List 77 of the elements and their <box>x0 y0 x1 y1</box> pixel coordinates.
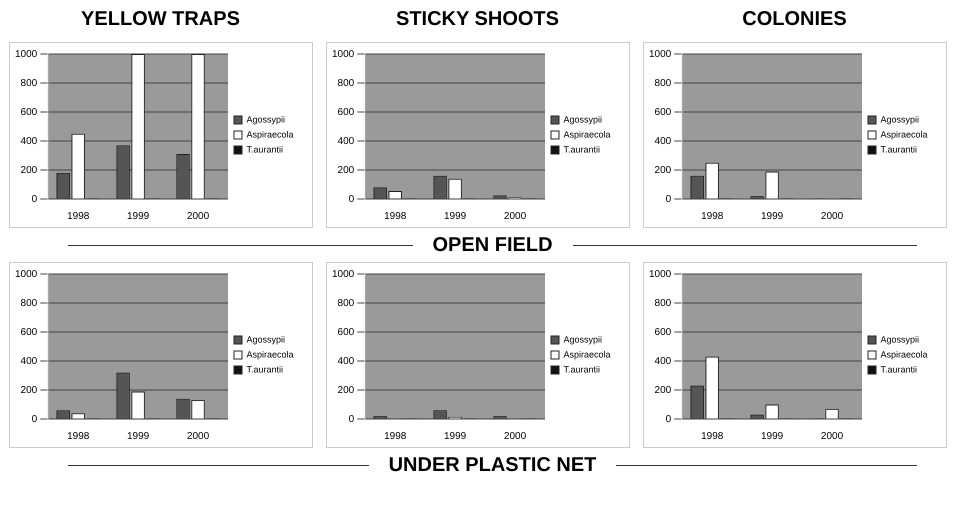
y-tick-label: 600 <box>654 326 672 338</box>
y-tick-label: 400 <box>337 136 354 147</box>
y-tick-label: 1000 <box>648 268 672 280</box>
x-tick-label: 1999 <box>760 210 784 222</box>
x-tick-label: 1998 <box>66 210 90 222</box>
legend-label: Agossypii <box>563 334 602 344</box>
chart-title: COLONIES <box>742 8 847 32</box>
legend-label: T.aurantii <box>246 144 283 154</box>
y-tick-label: 0 <box>348 194 354 205</box>
y-tick-label: 200 <box>654 164 672 176</box>
x-tick-label: 1998 <box>700 430 724 442</box>
y-tick-label: 800 <box>337 78 354 89</box>
y-tick-label: 400 <box>654 136 672 147</box>
y-tick-label: 600 <box>654 106 672 118</box>
x-tick-label: 1999 <box>444 430 466 442</box>
y-tick-label: 1000 <box>14 268 38 280</box>
legend-label: Agossypii <box>246 334 285 344</box>
legend-label: T.aurantii <box>880 364 917 374</box>
y-tick-label: 200 <box>337 164 354 176</box>
y-tick-label: 400 <box>20 136 38 147</box>
y-tick-label: 600 <box>20 106 38 118</box>
y-tick-label: 1000 <box>14 48 38 60</box>
chart-title: YELLOW TRAPS <box>81 8 240 32</box>
y-tick-label: 800 <box>654 78 672 89</box>
y-tick-label: 800 <box>20 78 38 89</box>
y-tick-label: 200 <box>337 384 354 396</box>
legend-label: Aspiraecola <box>246 349 294 360</box>
y-tick-label: 400 <box>654 356 672 367</box>
x-tick-label: 1999 <box>444 210 466 222</box>
y-tick-label: 0 <box>665 194 672 205</box>
chart-title: STICKY SHOOTS <box>396 8 559 32</box>
y-tick-label: 400 <box>337 356 354 367</box>
legend-label: Agossypii <box>880 114 919 124</box>
y-tick-label: 0 <box>31 194 38 205</box>
legend-label: T.aurantii <box>246 364 283 374</box>
x-tick-label: 1999 <box>126 210 150 222</box>
legend-label: Agossypii <box>563 114 602 124</box>
text: UNDER PLASTIC NET <box>388 454 596 476</box>
y-tick-label: 400 <box>20 356 38 367</box>
y-tick-label: 800 <box>654 298 672 309</box>
x-tick-label: 1999 <box>126 430 150 442</box>
y-tick-label: 0 <box>665 414 672 425</box>
legend-label: T.aurantii <box>880 144 917 154</box>
x-tick-label: 1999 <box>760 430 784 442</box>
y-tick-label: 600 <box>337 326 354 338</box>
y-tick-label: 200 <box>20 164 38 176</box>
x-tick-label: 2000 <box>820 430 844 442</box>
text: OPEN FIELD <box>432 234 553 256</box>
y-tick-label: 0 <box>348 414 354 425</box>
y-tick-label: 1000 <box>648 48 672 60</box>
x-tick-label: 1998 <box>384 430 406 442</box>
y-tick-label: 200 <box>654 384 672 396</box>
y-tick-label: 800 <box>337 298 354 309</box>
y-tick-label: 600 <box>337 106 354 118</box>
legend-label: Agossypii <box>880 334 919 344</box>
y-tick-label: 200 <box>20 384 38 396</box>
legend-label: Aspiraecola <box>880 129 928 140</box>
legend-label: T.aurantii <box>563 364 600 374</box>
x-tick-label: 2000 <box>503 210 526 222</box>
legend-label: Aspiraecola <box>563 129 610 140</box>
x-tick-label: 2000 <box>503 430 526 442</box>
x-tick-label: 1998 <box>66 430 90 442</box>
y-tick-label: 600 <box>20 326 38 338</box>
x-tick-label: 1998 <box>384 210 406 222</box>
y-tick-label: 1000 <box>331 268 354 280</box>
x-tick-label: 2000 <box>186 210 210 222</box>
legend-label: Agossypii <box>246 114 285 124</box>
x-tick-label: 1998 <box>700 210 724 222</box>
y-tick-label: 1000 <box>331 48 354 60</box>
legend-label: Aspiraecola <box>246 129 294 140</box>
legend-label: Aspiraecola <box>880 349 928 360</box>
legend-label: T.aurantii <box>563 144 600 154</box>
x-tick-label: 2000 <box>820 210 844 222</box>
y-tick-label: 0 <box>31 414 38 425</box>
x-tick-label: 2000 <box>186 430 210 442</box>
legend-label: Aspiraecola <box>563 349 610 360</box>
y-tick-label: 800 <box>20 298 38 309</box>
